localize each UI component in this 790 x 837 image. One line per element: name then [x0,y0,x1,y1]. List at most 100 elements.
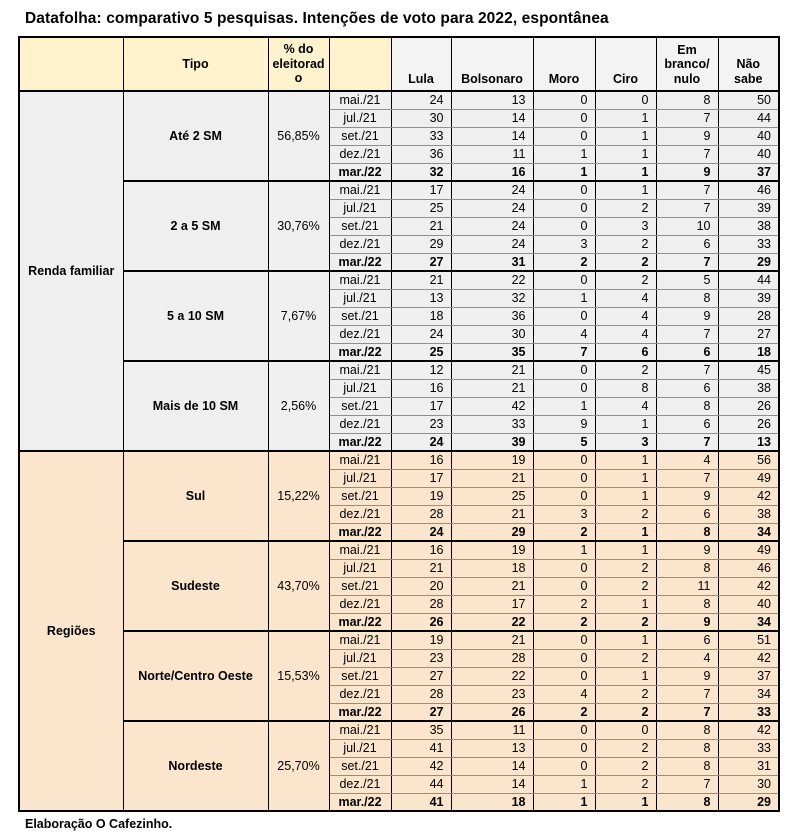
value-n-o-sabe: 26 [717,414,780,434]
value-em-branco-nulo: 6 [655,378,719,398]
value-ciro: 2 [594,756,657,776]
value-n-o-sabe: 38 [717,216,780,236]
value-ciro: 2 [594,612,657,632]
value-lula: 27 [390,252,452,272]
tipo-label: 5 a 10 SM [122,270,269,362]
poll-date: mai./21 [328,270,392,290]
electorate-share: 15,22% [267,450,330,542]
value-bolsonaro: 18 [450,792,534,812]
header-electorate: % do eleitorado [267,36,330,92]
value-em-branco-nulo: 8 [655,720,719,740]
poll-date: mai./21 [328,360,392,380]
value-moro: 0 [532,486,596,506]
table-row: mar./22 27 31 2 2 7 29 [19,252,780,272]
value-em-branco-nulo: 7 [655,324,719,344]
table-row: jul./21 13 32 1 4 8 39 [19,288,780,308]
value-moro: 0 [532,648,596,668]
value-n-o-sabe: 44 [717,108,780,128]
value-em-branco-nulo: 8 [655,522,719,542]
value-bolsonaro: 14 [450,108,534,128]
value-ciro: 1 [594,162,657,182]
value-lula: 33 [390,126,452,146]
value-ciro: 1 [594,126,657,146]
value-lula: 27 [390,666,452,686]
table-row: dez./21 24 30 4 4 7 27 [19,324,780,344]
table-row: set./21 27 22 0 1 9 37 [19,666,780,686]
poll-date: mar./22 [328,162,392,182]
value-lula: 24 [390,324,452,344]
value-ciro: 1 [594,522,657,542]
value-bolsonaro: 32 [450,288,534,308]
value-n-o-sabe: 28 [717,306,780,326]
value-em-branco-nulo: 7 [655,360,719,380]
value-lula: 44 [390,774,452,794]
value-lula: 23 [390,648,452,668]
value-n-o-sabe: 37 [717,666,780,686]
value-lula: 17 [390,468,452,488]
value-bolsonaro: 24 [450,216,534,236]
header-candidate-nao-sabe: Não sabe [717,36,780,92]
value-em-branco-nulo: 7 [655,432,719,452]
value-n-o-sabe: 40 [717,126,780,146]
value-em-branco-nulo: 8 [655,792,719,812]
value-n-o-sabe: 42 [717,486,780,506]
header-candidate-branco-nulo: Em branco/nulo [655,36,719,92]
value-ciro: 1 [594,180,657,200]
table-row: Renda familiar Até 2 SM 56,85% mai./21 24 13 0… [18,90,780,452]
poll-date: jul./21 [328,288,392,308]
value-moro: 2 [532,702,596,722]
value-lula: 19 [390,486,452,506]
value-em-branco-nulo: 9 [655,666,719,686]
value-ciro: 1 [594,450,657,470]
tipo-label: Sul [122,450,269,542]
value-bolsonaro: 29 [450,522,534,542]
value-ciro: 1 [594,666,657,686]
poll-date: set./21 [328,486,392,506]
value-moro: 0 [532,216,596,236]
tipo-label: 2 a 5 SM [122,180,269,272]
electorate-share: 43,70% [267,540,330,632]
value-em-branco-nulo: 7 [655,180,719,200]
value-n-o-sabe: 33 [717,702,780,722]
value-lula: 36 [390,144,452,164]
table-row: set./21 42 14 0 2 8 31 [19,756,780,776]
value-moro: 1 [532,144,596,164]
value-moro: 0 [532,126,596,146]
value-bolsonaro: 35 [450,342,534,362]
value-bolsonaro: 14 [450,774,534,794]
value-ciro: 6 [594,342,657,362]
value-moro: 0 [532,756,596,776]
value-ciro: 2 [594,270,657,290]
value-moro: 0 [532,360,596,380]
value-moro: 0 [532,630,596,650]
poll-date: set./21 [328,666,392,686]
poll-date: dez./21 [328,324,392,344]
poll-date: jul./21 [328,468,392,488]
value-lula: 32 [390,162,452,182]
value-em-branco-nulo: 5 [655,270,719,290]
value-bolsonaro: 19 [450,450,534,470]
value-bolsonaro: 30 [450,324,534,344]
value-ciro: 1 [594,540,657,560]
value-bolsonaro: 21 [450,630,534,650]
value-bolsonaro: 23 [450,684,534,704]
poll-date: dez./21 [328,774,392,794]
value-em-branco-nulo: 7 [655,108,719,128]
poll-date: dez./21 [328,234,392,254]
value-em-branco-nulo: 6 [655,342,719,362]
value-bolsonaro: 18 [450,558,534,578]
value-moro: 3 [532,504,596,524]
value-n-o-sabe: 42 [717,648,780,668]
table-row: mar./22 25 35 7 6 6 18 [19,342,780,362]
value-moro: 1 [532,288,596,308]
value-ciro: 1 [594,468,657,488]
value-n-o-sabe: 40 [717,594,780,614]
value-lula: 21 [390,216,452,236]
value-moro: 0 [532,108,596,128]
table-row: Norte/Centro Oeste 15,53% mai./21 19 21 0 1 6 51 [19,630,780,722]
header-candidate-bolsonaro: Bolsonaro [450,36,534,92]
poll-date: jul./21 [328,378,392,398]
value-n-o-sabe: 37 [717,162,780,182]
value-n-o-sabe: 18 [717,342,780,362]
value-em-branco-nulo: 7 [655,252,719,272]
